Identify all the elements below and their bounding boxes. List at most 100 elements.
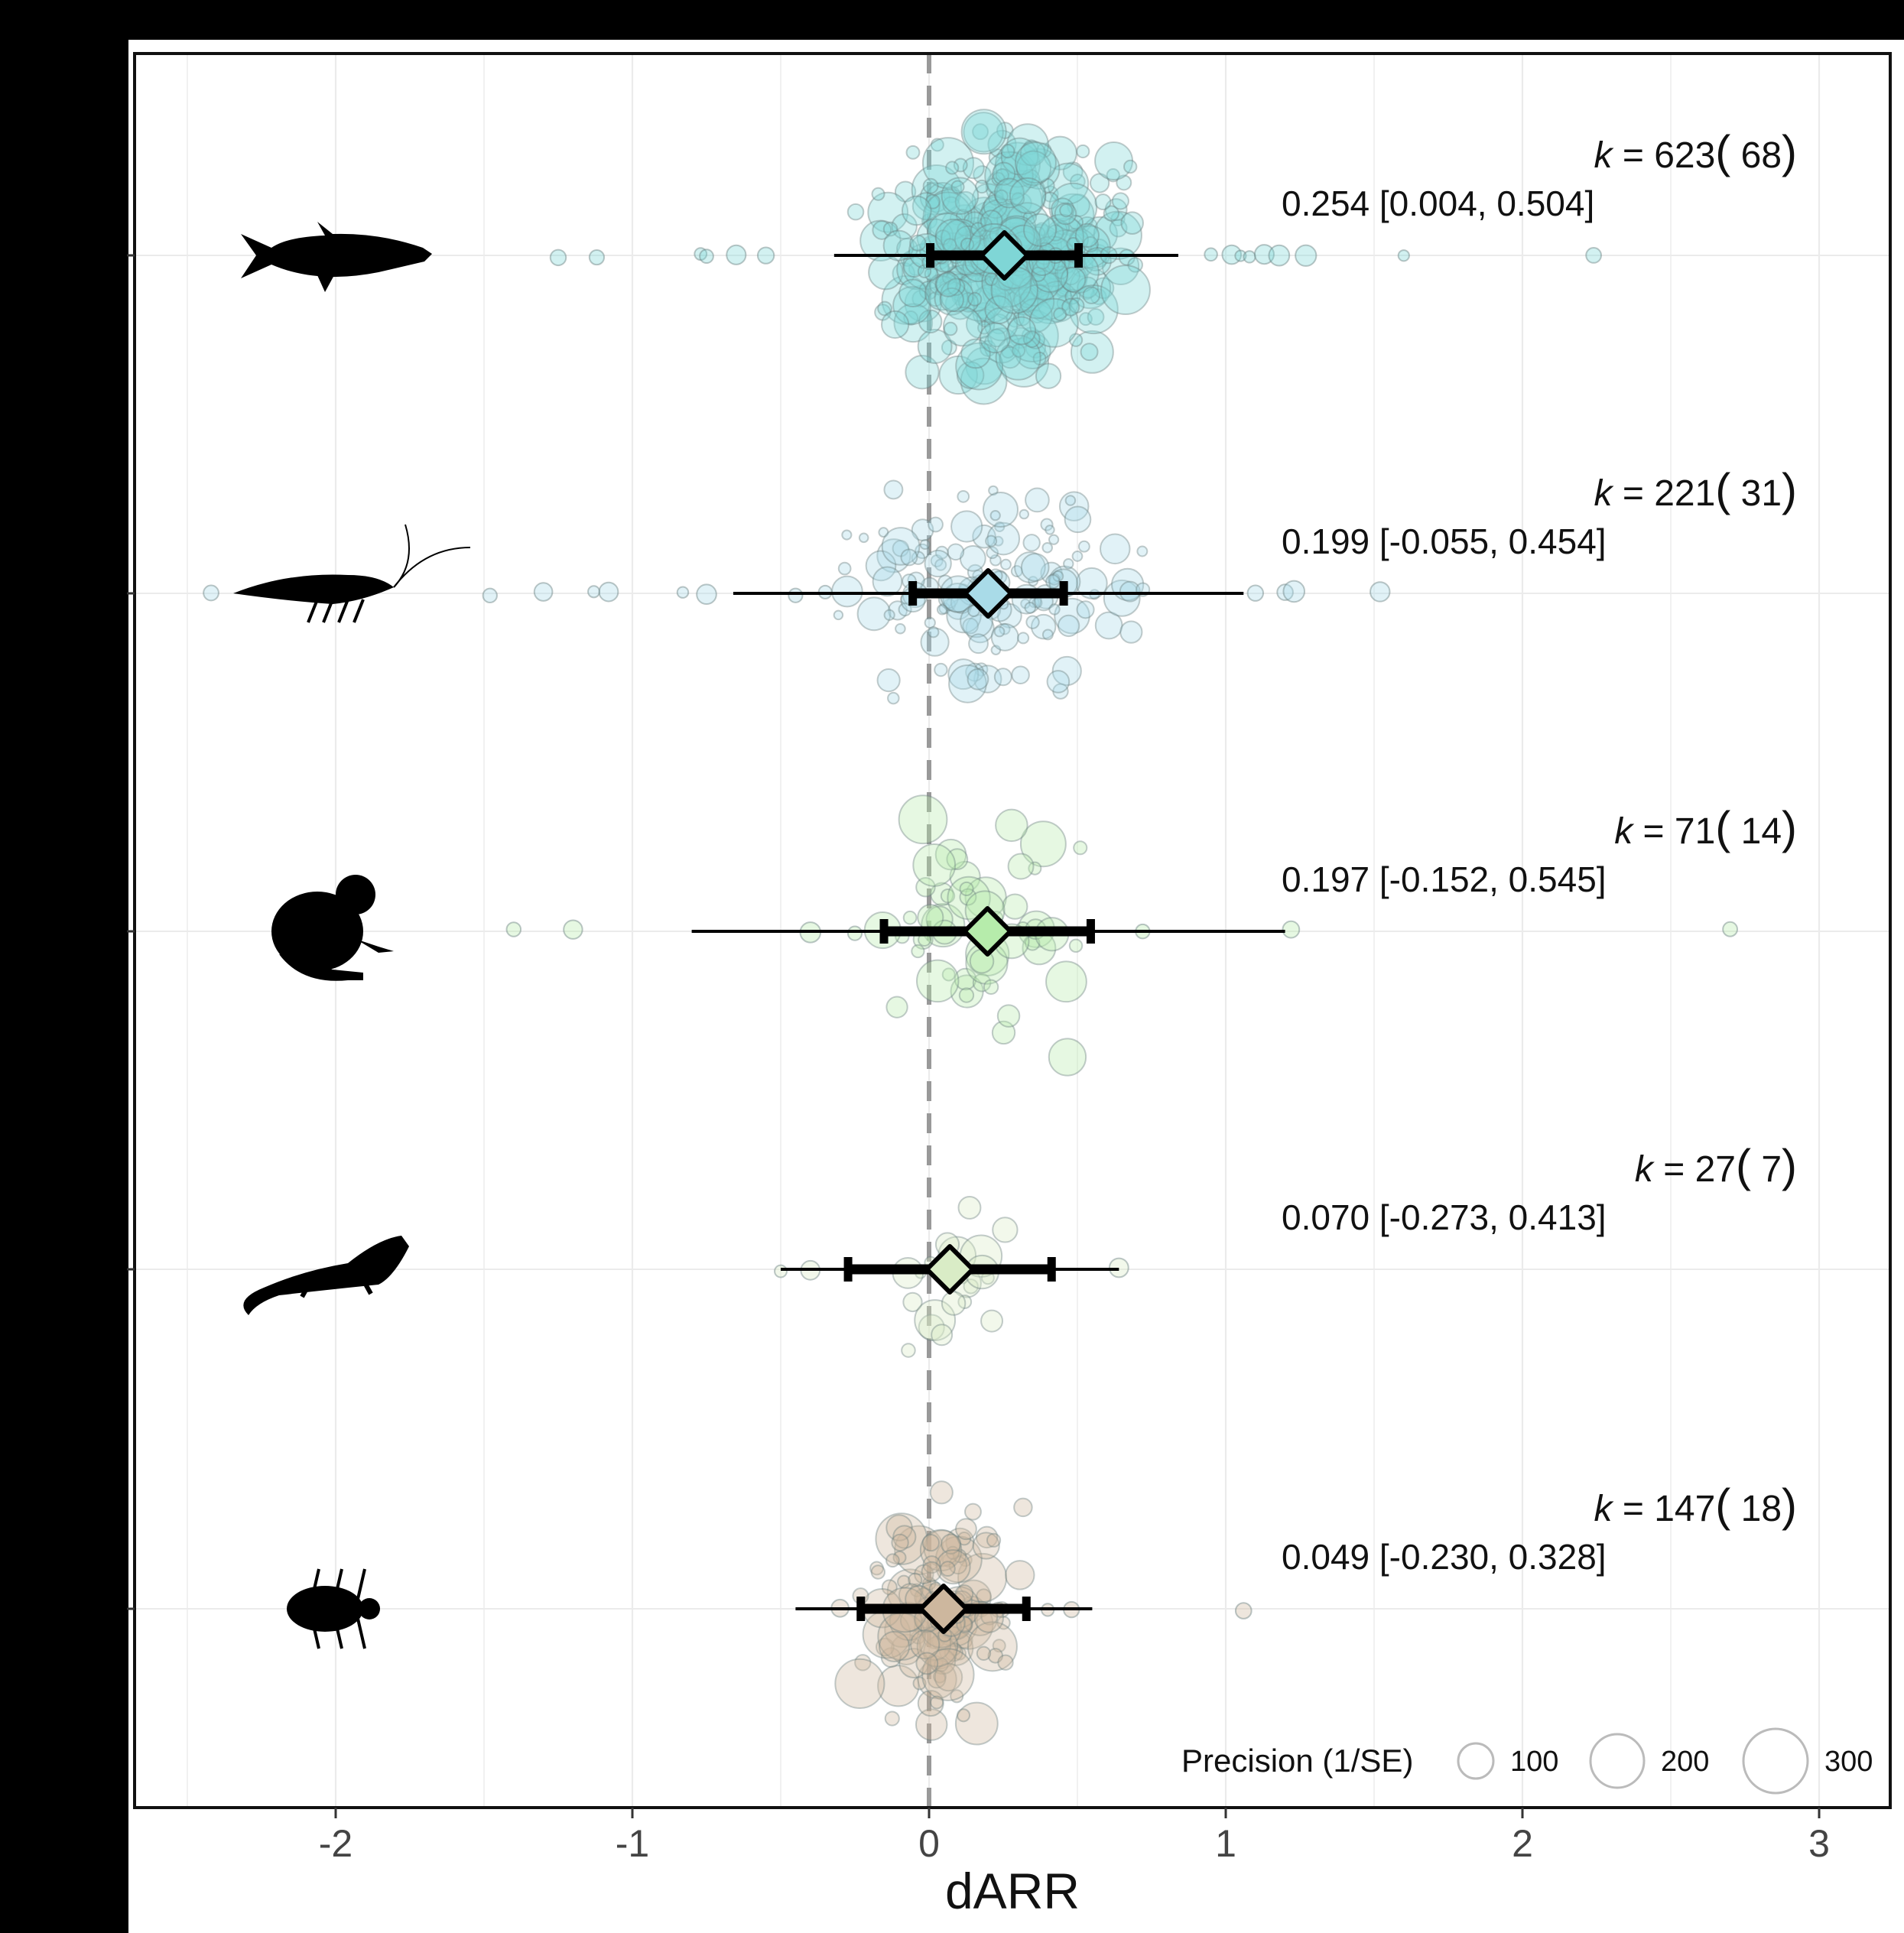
taxon-icons [233,222,471,1649]
effect-size-point [939,230,954,245]
effect-size-point [918,1628,952,1661]
effect-size-point [963,211,986,235]
k-value: = 221 [1613,473,1716,514]
effect-size-point [869,1561,884,1576]
effect-size-point [992,1217,1019,1243]
effect-size-point [1054,202,1077,226]
effect-size-point [995,168,1009,183]
effect-size-point [1103,579,1141,617]
effect-size-point [915,877,936,898]
effect-size-point [1006,308,1025,328]
effect-size-point [1119,620,1143,644]
effect-size-point [988,282,1012,307]
effect-size-point [874,304,892,321]
effect-size-point [990,645,1002,655]
effect-size-point [1028,861,1042,876]
effect-size-point [965,309,996,339]
outlier-point [588,249,606,266]
effect-size-point [1059,203,1074,218]
effect-size-point [1118,249,1136,266]
effect-size-point [911,289,930,308]
effect-size-point [934,281,969,316]
effect-size-point [1014,332,1051,370]
k-label: k = 27( 7) [1635,1140,1797,1191]
effect-size-point [909,1583,924,1597]
effect-size-point [856,596,892,632]
effect-size-point [1070,174,1086,190]
beetle-leg [331,1568,343,1610]
effect-size-point [905,355,940,390]
effect-size-point [1014,551,1046,583]
effect-size-point [917,1659,957,1700]
effect-size-point [955,1518,977,1541]
effect-size-point [908,262,923,276]
effect-size-point [1050,197,1075,222]
effect-size-point [963,112,1004,153]
outlier-point [756,246,775,265]
effect-size-point [1017,632,1030,645]
effect-size-point [924,616,936,629]
estimate-diamond [963,568,1014,619]
effect-size-point [935,1549,971,1585]
effect-size-point [1103,205,1119,222]
effect-size-point [996,1004,1021,1028]
effect-size-point [1041,542,1054,554]
effect-size-point [846,203,865,221]
effect-size-point [959,544,986,572]
effect-size-point [880,1647,902,1668]
outlier-point [587,585,601,599]
effect-size-point [982,278,1014,310]
effect-size-point [922,177,939,194]
effect-size-point [872,566,903,597]
effect-size-point [883,479,904,500]
effect-size-point [831,575,863,608]
effect-size-point [1040,217,1068,245]
effect-size-point [1030,266,1046,282]
effect-size-point [1078,312,1093,326]
effect-size-point [947,658,980,690]
estimate-ci-label: 0.254 [0.004, 0.504] [1282,184,1594,223]
fish-silhouette-icon [241,222,432,292]
effect-size-point [967,668,989,690]
effect-size-point [911,192,941,221]
effect-size-point [999,337,1049,388]
effect-size-point [948,664,987,703]
effect-size-point [909,234,927,252]
effect-size-point [833,609,844,621]
effect-size-point [910,1629,941,1660]
effect-size-point [962,617,979,635]
effect-size-point [878,527,889,538]
effect-size-point [913,1619,931,1636]
effect-size-point [1094,193,1112,211]
effect-size-point [980,1309,1004,1333]
effect-size-point [1035,362,1062,389]
effect-size-point [947,265,963,282]
effect-size-point [930,882,954,906]
effect-size-point [985,534,998,547]
effect-size-point [944,1642,963,1662]
effect-size-point [967,270,1006,310]
k-paren-open: ( [1715,126,1730,177]
effect-size-point [980,210,1003,233]
effect-size-point [1099,533,1131,565]
effect-size-point [918,1314,945,1341]
effect-size-point [971,183,1005,216]
k-study-count: 68 [1730,135,1782,176]
estimate-ci-label: 0.197 [-0.152, 0.545] [1282,859,1607,899]
effect-size-point [972,123,989,141]
effect-size-point [1061,297,1080,317]
effect-size-point [1054,220,1071,236]
effect-size-point [1025,337,1047,359]
effect-size-point [973,165,992,184]
effect-size-point [1020,598,1031,609]
outlier-point [696,583,717,606]
effect-size-point [929,1648,957,1675]
effect-size-point [956,361,985,389]
effect-size-point [968,633,989,655]
k-paren-close: ) [1782,802,1797,853]
effect-size-point [935,229,951,245]
effect-size-point [1019,291,1036,309]
effect-size-point [934,278,950,294]
effect-size-point [1009,326,1032,349]
effect-size-point [1023,139,1039,155]
